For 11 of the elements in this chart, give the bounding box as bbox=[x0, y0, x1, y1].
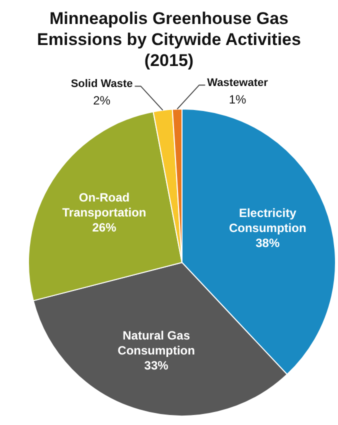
data-label: 1% bbox=[228, 92, 247, 106]
data-label: 26% bbox=[92, 220, 117, 234]
slice-label: Solid Waste bbox=[70, 78, 133, 90]
data-label: 38% bbox=[256, 236, 280, 250]
slice-label: Natural Gas Consumption bbox=[118, 328, 195, 358]
chart-title: Minneapolis Greenhouse Gas Emissions by Citywide Activities (2015) bbox=[36, 8, 302, 70]
slice-label: On-Road Transportation bbox=[62, 190, 146, 220]
data-label: 2% bbox=[93, 94, 111, 108]
data-label: 33% bbox=[144, 358, 169, 372]
slice-label: Wastewater bbox=[207, 77, 269, 90]
slice-label: Electricity Consumption bbox=[228, 206, 306, 235]
